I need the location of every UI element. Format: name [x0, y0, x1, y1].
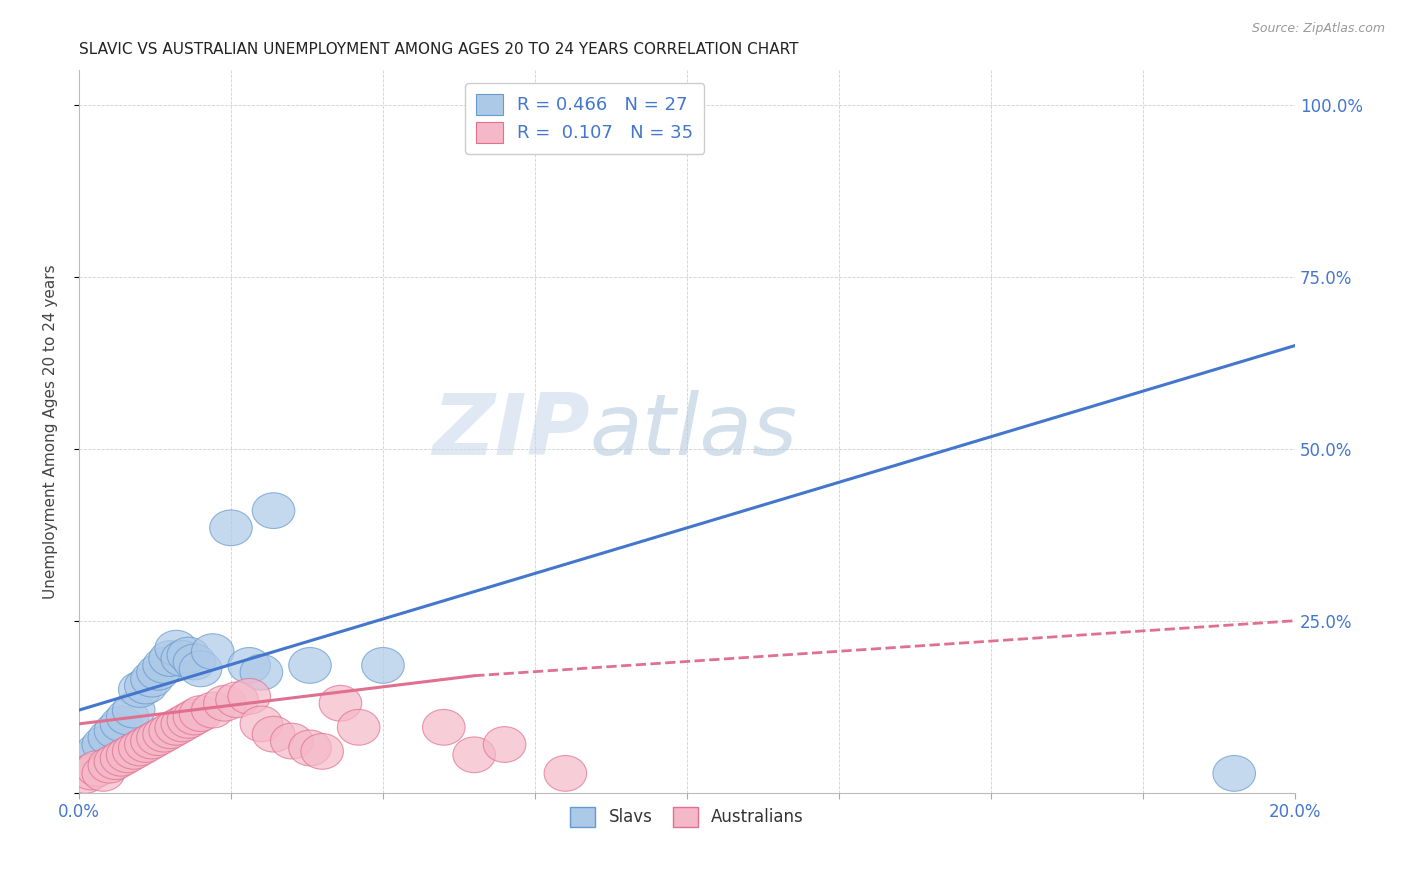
Text: atlas: atlas	[589, 390, 797, 473]
Ellipse shape	[63, 757, 107, 793]
Ellipse shape	[191, 633, 233, 670]
Ellipse shape	[76, 751, 118, 787]
Ellipse shape	[173, 699, 215, 735]
Text: Source: ZipAtlas.com: Source: ZipAtlas.com	[1251, 22, 1385, 36]
Ellipse shape	[288, 648, 332, 683]
Ellipse shape	[149, 640, 191, 676]
Ellipse shape	[162, 706, 204, 742]
Ellipse shape	[136, 720, 180, 756]
Text: ZIP: ZIP	[432, 390, 589, 473]
Ellipse shape	[149, 713, 191, 748]
Ellipse shape	[143, 716, 186, 752]
Legend: Slavs, Australians: Slavs, Australians	[562, 799, 813, 835]
Ellipse shape	[240, 706, 283, 742]
Ellipse shape	[112, 733, 155, 769]
Ellipse shape	[484, 727, 526, 763]
Ellipse shape	[288, 730, 332, 766]
Ellipse shape	[1213, 756, 1256, 791]
Ellipse shape	[112, 692, 155, 728]
Text: SLAVIC VS AUSTRALIAN UNEMPLOYMENT AMONG AGES 20 TO 24 YEARS CORRELATION CHART: SLAVIC VS AUSTRALIAN UNEMPLOYMENT AMONG …	[79, 42, 799, 57]
Ellipse shape	[252, 716, 295, 752]
Ellipse shape	[131, 723, 173, 759]
Ellipse shape	[228, 648, 270, 683]
Ellipse shape	[204, 685, 246, 721]
Ellipse shape	[143, 648, 186, 683]
Ellipse shape	[136, 655, 180, 690]
Ellipse shape	[82, 727, 125, 763]
Y-axis label: Unemployment Among Ages 20 to 24 years: Unemployment Among Ages 20 to 24 years	[44, 264, 58, 599]
Ellipse shape	[270, 723, 314, 759]
Ellipse shape	[173, 644, 215, 680]
Ellipse shape	[228, 679, 270, 714]
Ellipse shape	[76, 733, 118, 769]
Ellipse shape	[70, 754, 112, 790]
Ellipse shape	[155, 631, 197, 666]
Ellipse shape	[118, 730, 162, 766]
Ellipse shape	[167, 637, 209, 673]
Ellipse shape	[215, 681, 259, 718]
Ellipse shape	[118, 672, 162, 707]
Ellipse shape	[453, 737, 495, 772]
Ellipse shape	[167, 703, 209, 739]
Ellipse shape	[301, 733, 343, 769]
Ellipse shape	[252, 492, 295, 529]
Ellipse shape	[107, 737, 149, 772]
Ellipse shape	[89, 747, 131, 783]
Ellipse shape	[162, 640, 204, 676]
Ellipse shape	[191, 692, 233, 728]
Ellipse shape	[94, 744, 136, 780]
Ellipse shape	[337, 709, 380, 745]
Ellipse shape	[422, 709, 465, 745]
Ellipse shape	[125, 727, 167, 763]
Ellipse shape	[180, 651, 222, 687]
Ellipse shape	[125, 668, 167, 704]
Ellipse shape	[361, 648, 405, 683]
Ellipse shape	[131, 661, 173, 697]
Ellipse shape	[155, 709, 197, 745]
Ellipse shape	[107, 699, 149, 735]
Ellipse shape	[319, 685, 361, 721]
Ellipse shape	[209, 510, 252, 546]
Ellipse shape	[180, 696, 222, 731]
Ellipse shape	[89, 720, 131, 756]
Ellipse shape	[70, 740, 112, 776]
Ellipse shape	[94, 713, 136, 748]
Ellipse shape	[544, 756, 586, 791]
Ellipse shape	[240, 655, 283, 690]
Ellipse shape	[100, 740, 143, 776]
Ellipse shape	[100, 706, 143, 742]
Ellipse shape	[82, 756, 125, 791]
